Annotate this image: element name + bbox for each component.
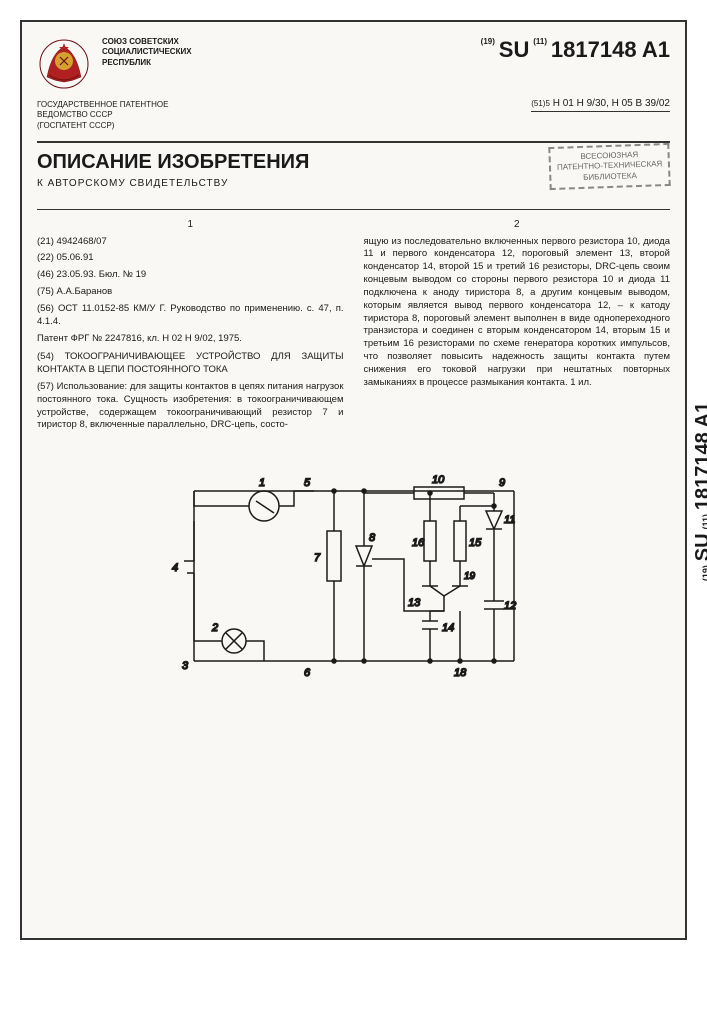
biblio-field: (22) 05.06.91 <box>37 252 344 265</box>
abstract-text: (57) Использование: для защиты контактов… <box>37 381 344 432</box>
svg-text:12: 12 <box>504 600 516 612</box>
kind-prefix: (11) <box>533 37 547 46</box>
title-block: ОПИСАНИЕ ИЗОБРЕТЕНИЯ К АВТОРСКОМУ СВИДЕТ… <box>37 151 309 189</box>
svg-text:10: 10 <box>432 474 445 486</box>
svg-text:8: 8 <box>369 532 376 544</box>
issuer-line: СОЦИАЛИСТИЧЕСКИХ <box>102 47 471 57</box>
sub-title: К АВТОРСКОМУ СВИДЕТЕЛЬСТВУ <box>37 178 309 189</box>
side-prefix: (19) <box>701 565 707 581</box>
side-document-code: (19) SU (11) 1817148 A1 <box>692 402 707 581</box>
column-number: 1 <box>37 218 344 232</box>
biblio-field: (46) 23.05.93. Бюл. № 19 <box>37 269 344 282</box>
issuer-line: РЕСПУБЛИК <box>102 58 471 68</box>
ipc-value: H 01 H 9/30, H 05 B 39/02 <box>553 98 670 109</box>
issuer-name: СОЮЗ СОВЕТСКИХ СОЦИАЛИСТИЧЕСКИХ РЕСПУБЛИ… <box>102 37 471 68</box>
ussr-emblem-icon <box>37 37 92 92</box>
left-column: 1 (21) 4942468/07 (22) 05.06.91 (46) 23.… <box>37 218 344 436</box>
svg-text:15: 15 <box>469 537 482 549</box>
doc-number-value: 1817148 A1 <box>551 37 670 62</box>
svg-text:6: 6 <box>304 667 311 679</box>
ipc-prefix: (51)5 <box>531 99 550 108</box>
circuit-diagram: 3 4 1 2 5 6 <box>37 461 670 691</box>
svg-text:2: 2 <box>211 622 218 634</box>
svg-text:11: 11 <box>504 514 515 526</box>
svg-text:18: 18 <box>454 667 467 679</box>
svg-text:4: 4 <box>172 562 178 574</box>
column-number: 2 <box>364 218 671 232</box>
svg-text:3: 3 <box>182 660 189 672</box>
biblio-field: (21) 4942468/07 <box>37 236 344 249</box>
patent-office-line: ВЕДОМСТВО СССР <box>37 110 187 120</box>
issuer-line: СОЮЗ СОВЕТСКИХ <box>102 37 471 47</box>
main-title: ОПИСАНИЕ ИЗОБРЕТЕНИЯ <box>37 151 309 174</box>
biblio-field: (75) А.А.Баранов <box>37 286 344 299</box>
country-code: SU <box>499 37 530 62</box>
svg-text:7: 7 <box>314 552 321 564</box>
sub-header: ГОСУДАРСТВЕННОЕ ПАТЕНТНОЕ ВЕДОМСТВО СССР… <box>37 100 670 131</box>
svg-text:14: 14 <box>442 622 454 634</box>
document-number: (19) SU (11) 1817148 A1 <box>481 37 670 63</box>
country-code-prefix: (19) <box>481 37 495 46</box>
patent-page: СОЮЗ СОВЕТСКИХ СОЦИАЛИСТИЧЕСКИХ РЕСПУБЛИ… <box>20 20 687 940</box>
patent-office: ГОСУДАРСТВЕННОЕ ПАТЕНТНОЕ ВЕДОМСТВО СССР… <box>37 100 187 131</box>
title-row: ОПИСАНИЕ ИЗОБРЕТЕНИЯ К АВТОРСКОМУ СВИДЕТ… <box>37 141 670 189</box>
svg-text:5: 5 <box>304 477 311 489</box>
text-columns: 1 (21) 4942468/07 (22) 05.06.91 (46) 23.… <box>37 209 670 436</box>
svg-text:9: 9 <box>499 477 505 489</box>
invention-title: (54) ТОКООГРАНИЧИВАЮЩЕЕ УСТРОЙСТВО ДЛЯ З… <box>37 351 344 377</box>
patent-office-line: ГОСУДАРСТВЕННОЕ ПАТЕНТНОЕ <box>37 100 187 110</box>
library-stamp: ВСЕСОЮЗНАЯ ПАТЕНТНО-ТЕХНИЧЕСКАЯ БИБЛИОТЕ… <box>548 143 671 190</box>
circuit-svg: 3 4 1 2 5 6 <box>164 461 544 691</box>
header-row: СОЮЗ СОВЕТСКИХ СОЦИАЛИСТИЧЕСКИХ РЕСПУБЛИ… <box>37 37 670 92</box>
right-column: 2 ящую из последовательно включенных пер… <box>364 218 671 436</box>
side-cc: SU <box>692 533 707 561</box>
svg-text:1: 1 <box>259 477 265 489</box>
biblio-field: Патент ФРГ № 2247816, кл. H 02 H 9/02, 1… <box>37 333 344 346</box>
side-number: 1817148 A1 <box>692 402 707 510</box>
ipc-classification: (51)5 H 01 H 9/30, H 05 B 39/02 <box>531 98 670 112</box>
svg-text:16: 16 <box>412 537 425 549</box>
biblio-field: (56) ОСТ 11.0152-85 КМ/У Г. Руководство … <box>37 303 344 329</box>
abstract-text: ящую из последовательно включенных перво… <box>364 236 671 390</box>
svg-text:19: 19 <box>464 571 476 582</box>
svg-text:13: 13 <box>408 597 421 609</box>
patent-office-line: (ГОСПАТЕНТ СССР) <box>37 121 187 131</box>
side-kind: (11) <box>701 514 707 530</box>
